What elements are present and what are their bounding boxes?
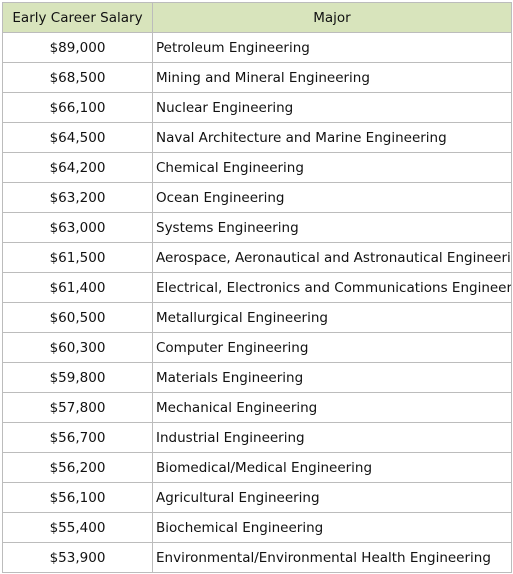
- major-cell: Materials Engineering: [152, 362, 512, 393]
- table-row: $53,900 Environmental/Environmental Heal…: [2, 542, 512, 573]
- table-header: Early Career Salary Major: [2, 2, 512, 33]
- salary-cell: $59,800: [2, 362, 153, 393]
- table-row: $63,000 Systems Engineering: [2, 212, 512, 243]
- salary-cell: $66,100: [2, 92, 153, 123]
- salary-cell: $89,000: [2, 32, 153, 63]
- salary-cell: $60,500: [2, 302, 153, 333]
- major-cell: Chemical Engineering: [152, 152, 512, 183]
- salary-cell: $64,200: [2, 152, 153, 183]
- major-cell: Computer Engineering: [152, 332, 512, 363]
- table-row: $66,100 Nuclear Engineering: [2, 92, 512, 123]
- table-row: $61,500 Aerospace, Aeronautical and Astr…: [2, 242, 512, 273]
- major-cell: Nuclear Engineering: [152, 92, 512, 123]
- major-cell: Ocean Engineering: [152, 182, 512, 213]
- table-row: $59,800 Materials Engineering: [2, 362, 512, 393]
- salary-cell: $53,900: [2, 542, 153, 573]
- salary-cell: $60,300: [2, 332, 153, 363]
- salary-cell: $56,700: [2, 422, 153, 453]
- salary-cell: $63,000: [2, 212, 153, 243]
- major-cell: Mining and Mineral Engineering: [152, 62, 512, 93]
- major-cell: Aerospace, Aeronautical and Astronautica…: [152, 242, 512, 273]
- major-cell: Naval Architecture and Marine Engineerin…: [152, 122, 512, 153]
- major-cell: Biomedical/Medical Engineering: [152, 452, 512, 483]
- major-cell: Industrial Engineering: [152, 422, 512, 453]
- table-row: $64,200 Chemical Engineering: [2, 152, 512, 183]
- header-early-career-salary: Early Career Salary: [2, 2, 153, 33]
- table-row: $56,700 Industrial Engineering: [2, 422, 512, 453]
- table-row: $55,400 Biochemical Engineering: [2, 512, 512, 543]
- header-row: Early Career Salary Major: [2, 2, 512, 33]
- table-row: $61,400 Electrical, Electronics and Comm…: [2, 272, 512, 303]
- salary-cell: $64,500: [2, 122, 153, 153]
- major-cell: Agricultural Engineering: [152, 482, 512, 513]
- major-cell: Petroleum Engineering: [152, 32, 512, 63]
- major-cell: Environmental/Environmental Health Engin…: [152, 542, 512, 573]
- salary-cell: $55,400: [2, 512, 153, 543]
- salary-cell: $61,500: [2, 242, 153, 273]
- major-cell: Mechanical Engineering: [152, 392, 512, 423]
- table-row: $63,200 Ocean Engineering: [2, 182, 512, 213]
- salary-cell: $56,200: [2, 452, 153, 483]
- table-row: $60,500 Metallurgical Engineering: [2, 302, 512, 333]
- salary-cell: $57,800: [2, 392, 153, 423]
- salary-cell: $63,200: [2, 182, 153, 213]
- major-cell: Electrical, Electronics and Communicatio…: [152, 272, 512, 303]
- table-row: $56,200 Biomedical/Medical Engineering: [2, 452, 512, 483]
- header-major: Major: [152, 2, 512, 33]
- major-cell: Biochemical Engineering: [152, 512, 512, 543]
- table-row: $56,100 Agricultural Engineering: [2, 482, 512, 513]
- salary-cell: $56,100: [2, 482, 153, 513]
- major-cell: Systems Engineering: [152, 212, 512, 243]
- table-row: $64,500 Naval Architecture and Marine En…: [2, 122, 512, 153]
- table-body: $89,000 Petroleum Engineering $68,500 Mi…: [2, 32, 512, 573]
- major-cell: Metallurgical Engineering: [152, 302, 512, 333]
- table-row: $89,000 Petroleum Engineering: [2, 32, 512, 63]
- salary-cell: $68,500: [2, 62, 153, 93]
- table-row: $60,300 Computer Engineering: [2, 332, 512, 363]
- table-row: $68,500 Mining and Mineral Engineering: [2, 62, 512, 93]
- salary-cell: $61,400: [2, 272, 153, 303]
- table-row: $57,800 Mechanical Engineering: [2, 392, 512, 423]
